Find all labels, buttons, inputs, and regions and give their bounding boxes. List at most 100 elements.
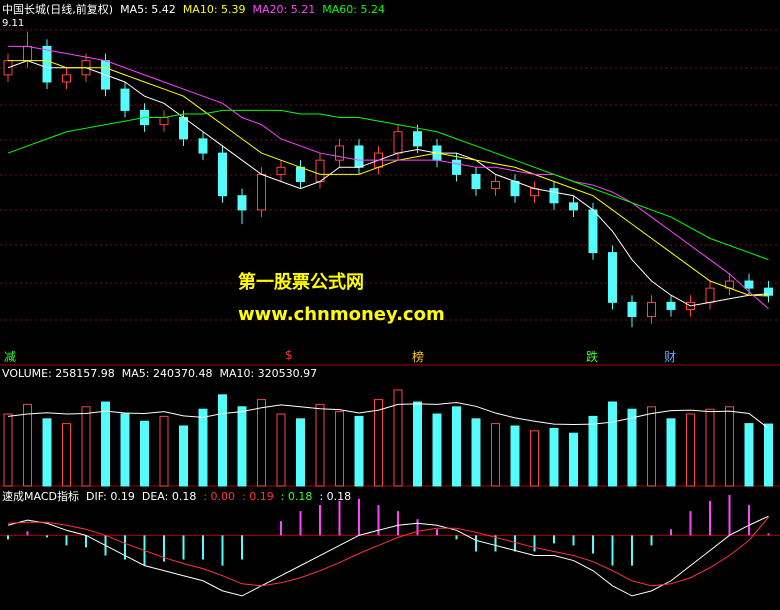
candle-body [296,166,305,182]
volume-bar [491,423,500,487]
candle-body [179,117,188,140]
candle-body [549,188,559,204]
volume-bar [569,432,578,487]
volume-bar [315,403,325,487]
candle-body [120,88,130,111]
macd-header: 速成MACD指标 DIF: 0.19 DEA: 0.18: 0.00: 0.19: … [2,488,358,504]
candle-body [62,74,71,83]
candle-body [354,145,364,168]
candle-body [647,301,656,318]
volume-bar [62,423,71,487]
volume-bar [686,413,695,487]
volume-bar [764,423,773,487]
candle-body [218,152,227,197]
candle-body [42,45,52,83]
candle-body [159,117,169,126]
volume-bar [510,425,520,487]
volume-bar [530,430,539,487]
macd-label: : 0.18 [280,490,313,503]
volume-bar [218,394,227,487]
grid [0,29,780,321]
marker: 榜 [412,350,425,364]
candle-body [588,209,598,254]
volume-label: MA5: 240370.48 [121,367,213,380]
ma-line [7,60,769,307]
ma-label: MA20: 5.21 [252,3,316,16]
volume-bar [647,406,656,487]
volume-bar [3,413,13,487]
candle-body [569,202,578,211]
price-header: 中国长城(日线,前复权) MA5: 5.42 MA10: 5.39 MA20: 5.2… [2,1,392,17]
volume-bar [549,427,559,487]
volume-bar [413,401,422,487]
volume-bar [237,406,247,487]
volume-bar [101,401,110,487]
volume-bar [296,418,305,487]
volume-bar [81,406,91,487]
macd-label: DIF: 0.19 [85,490,135,503]
volume-bar [588,415,598,487]
volume-bar [374,399,383,487]
volume-bar [335,411,344,487]
marker: 减 [4,350,17,364]
volume-bar [393,389,403,487]
candle-body [627,301,637,318]
volume-bar [744,423,754,487]
ma-line [8,45,769,310]
ma-label: MA60: 5.24 [322,3,385,16]
volume-bar [666,418,676,487]
ma-line [8,60,769,297]
volume-bar [120,413,130,487]
ma-line [7,109,769,261]
candle-body [237,195,247,211]
volume-ma-line [7,401,769,429]
volume-header: VOLUME: 258157.98 MA5: 240370.48 MA10: 320… [2,367,324,380]
volume-bar [23,403,32,487]
candle-body [452,159,461,175]
candle-body [608,252,617,303]
volume-bar [354,415,364,487]
volume-bar [432,413,442,487]
volume-bar [140,420,149,487]
volume-label: MA10: 320530.97 [219,367,318,380]
candle-body [198,138,208,154]
candle-body [744,280,754,289]
volume-bar [627,408,637,487]
candle-body [413,131,422,147]
macd-line [7,515,769,597]
macd-label: : 0.19 [242,490,274,503]
candle-body [335,145,344,161]
volume-bar [42,418,52,487]
volume-bar [452,406,461,487]
candle-body [393,131,403,154]
volume-bar [608,401,617,487]
macd-label: : 0.18 [319,490,352,503]
watermark: 第一股票公式网 [238,272,364,293]
volume-label: VOLUME: 258157.98 [2,367,115,380]
title: 中国长城(日线,前复权) [2,3,114,16]
volume-bar [257,399,266,487]
volume-bar [159,415,169,487]
candle-body [666,301,676,310]
marker: $ [285,348,293,362]
candle-body [257,173,266,211]
high-label: 9.11 [2,18,25,29]
macd-line [7,516,769,587]
volume-bar [705,408,715,487]
candle-body [530,188,539,197]
marker: 跌 [586,350,599,364]
volume-bar [276,413,286,487]
ma-label: MA5: 5.42 [120,3,176,16]
candle-body [510,181,520,197]
macd-label: DEA: 0.18 [141,490,197,503]
candle-body [471,173,481,190]
volume-bar [179,425,188,487]
macd-label: 速成MACD指标 [2,490,79,503]
candle-body [276,166,286,175]
volume-bar [725,406,734,487]
marker: 财 [664,350,677,364]
watermark: www.chnmoney.com [238,304,445,325]
candle-body [491,181,500,190]
